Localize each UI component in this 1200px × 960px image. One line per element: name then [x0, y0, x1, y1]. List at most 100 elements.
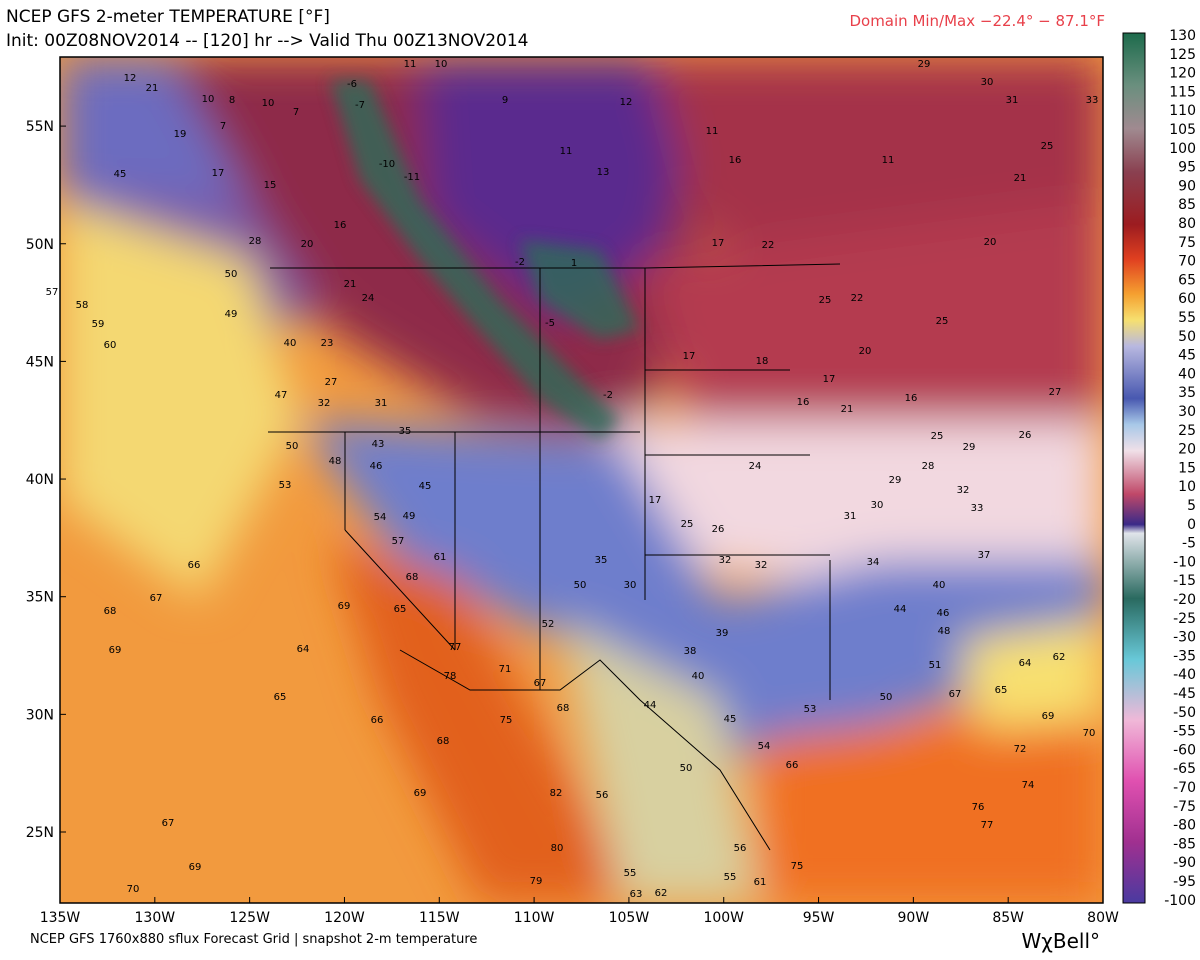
- colorbar-label: -90: [1173, 855, 1196, 871]
- colorbar-label: 10: [1178, 479, 1196, 495]
- station-value: 19: [174, 129, 187, 140]
- station-value: 9: [502, 95, 508, 106]
- station-value: 75: [500, 715, 513, 726]
- station-value: 56: [734, 843, 747, 854]
- station-value: 11: [560, 146, 573, 157]
- colorbar-label: 65: [1178, 272, 1196, 288]
- lon-label: 135W: [40, 910, 81, 926]
- station-value: 66: [188, 560, 201, 571]
- station-value: 10: [202, 94, 215, 105]
- station-value: 40: [284, 338, 297, 349]
- station-value: 68: [406, 572, 419, 583]
- station-value: 47: [275, 390, 288, 401]
- logo: WχBell°: [1022, 929, 1100, 953]
- colorbar-label: -60: [1173, 742, 1196, 758]
- station-value: 31: [375, 398, 388, 409]
- colorbar-label: 120: [1169, 66, 1196, 82]
- lat-label: 30N: [26, 707, 54, 723]
- station-value: -2: [515, 257, 525, 268]
- init-line: Init: 00Z08NOV2014 -- [120] hr --> Valid…: [6, 31, 529, 51]
- colorbar-label: 125: [1169, 47, 1196, 63]
- station-value: 11: [404, 59, 417, 70]
- station-value: 20: [859, 346, 872, 357]
- station-value: 74: [1022, 780, 1035, 791]
- colorbar-label: 85: [1178, 197, 1196, 213]
- station-value: 69: [338, 601, 351, 612]
- station-value: 7: [293, 107, 299, 118]
- station-value: 20: [984, 237, 997, 248]
- colorbar-label: -30: [1173, 630, 1196, 646]
- station-value: 76: [972, 802, 985, 813]
- station-value: 66: [786, 760, 799, 771]
- station-value: 33: [1086, 95, 1099, 106]
- station-value: 58: [76, 300, 89, 311]
- station-value: 25: [931, 431, 944, 442]
- station-value: 77: [449, 642, 462, 653]
- station-value: 39: [716, 628, 729, 639]
- station-value: 67: [949, 689, 962, 700]
- station-value: 49: [225, 309, 238, 320]
- colorbar-label: 130: [1169, 28, 1196, 44]
- station-value: 53: [804, 704, 817, 715]
- station-value: 32: [755, 560, 768, 571]
- station-value: 80: [551, 843, 564, 854]
- station-value: 45: [724, 714, 737, 725]
- station-value: 51: [929, 660, 942, 671]
- lat-label: 50N: [26, 237, 54, 253]
- colorbar-label: 100: [1169, 141, 1196, 157]
- colorbar-label: 30: [1178, 404, 1196, 420]
- station-value: 54: [758, 741, 771, 752]
- colorbar-label: -75: [1173, 799, 1196, 815]
- colorbar-label: 20: [1178, 442, 1196, 458]
- station-value: 67: [534, 678, 547, 689]
- station-value: 25: [936, 316, 949, 327]
- station-value: 38: [684, 646, 697, 657]
- station-value: 24: [362, 293, 375, 304]
- station-value: 44: [644, 700, 657, 711]
- station-value: 35: [399, 426, 412, 437]
- lat-label: 35N: [26, 590, 54, 606]
- station-value: 11: [706, 126, 719, 137]
- station-value: 25: [1041, 141, 1054, 152]
- station-value: 27: [1049, 387, 1062, 398]
- station-value: 75: [791, 861, 804, 872]
- station-value: 62: [655, 888, 668, 899]
- station-value: 82: [550, 788, 563, 799]
- station-value: 43: [372, 439, 385, 450]
- lon-label: 80W: [1087, 910, 1119, 926]
- station-value: 11: [882, 155, 895, 166]
- station-value: 17: [823, 374, 836, 385]
- lon-label: 130W: [135, 910, 176, 926]
- station-value: 50: [225, 269, 238, 280]
- colorbar-label: 55: [1178, 310, 1196, 326]
- station-value: 37: [978, 550, 991, 561]
- station-value: 65: [274, 692, 287, 703]
- station-value: 29: [918, 59, 931, 70]
- colorbar-label: 80: [1178, 216, 1196, 232]
- station-value: 66: [371, 715, 384, 726]
- station-value: 12: [124, 73, 137, 84]
- station-value: 10: [262, 98, 275, 109]
- station-value: 16: [729, 155, 742, 166]
- station-value: 55: [724, 872, 737, 883]
- station-value: 28: [922, 461, 935, 472]
- station-value: 68: [437, 736, 450, 747]
- station-value: 54: [374, 512, 387, 523]
- station-value: 63: [630, 889, 643, 900]
- lon-label: 90W: [898, 910, 930, 926]
- station-value: 15: [264, 180, 277, 191]
- colorbar: [1122, 32, 1146, 904]
- station-value: 30: [981, 77, 994, 88]
- station-value: 69: [1042, 711, 1055, 722]
- station-value: 27: [325, 377, 338, 388]
- lat-label: 40N: [26, 472, 54, 488]
- station-value: 21: [146, 83, 159, 94]
- colorbar-label: 5: [1187, 498, 1196, 514]
- lat-label: 45N: [26, 354, 54, 370]
- station-value: 25: [681, 519, 694, 530]
- station-value: 21: [344, 279, 357, 290]
- station-value: 16: [797, 397, 810, 408]
- colorbar-label: -10: [1173, 554, 1196, 570]
- colorbar-label: 40: [1178, 366, 1196, 382]
